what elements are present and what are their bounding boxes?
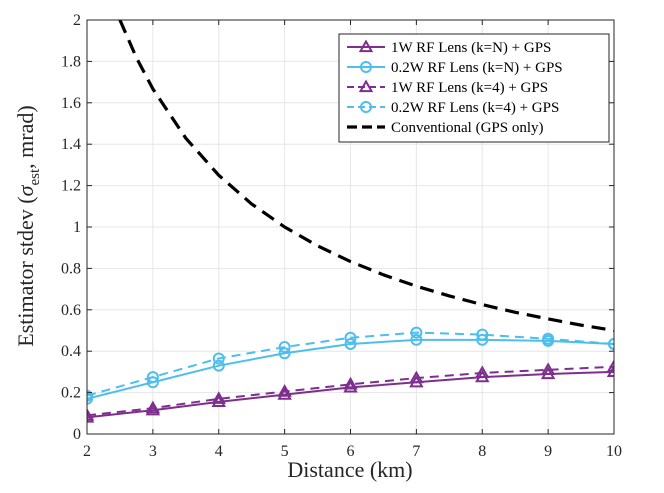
y-tick-label: 0.6 [61, 302, 81, 319]
legend-label-4: 0.2W RF Lens (k=4) + GPS [391, 100, 559, 116]
y-tick-label: 0 [73, 426, 81, 443]
legend-marker-3 [358, 79, 374, 93]
series-5-line [118, 20, 614, 333]
series-4 [87, 326, 614, 402]
legend-label-5: Conventional (GPS only) [391, 120, 544, 136]
series-1-point [145, 402, 161, 416]
y-axis-label-sigma: σ [13, 184, 38, 196]
y-axis-label-subscript: est [27, 168, 43, 185]
y-axis-label-prefix: Estimator stdev ( [13, 196, 38, 346]
series-4-point [212, 352, 225, 365]
series-2-point [410, 333, 423, 346]
series-2-point [278, 347, 291, 360]
x-axis-label: Distance (km) [287, 457, 412, 482]
legend-label-1: 1W RF Lens (k=N) + GPS [391, 40, 551, 56]
series-4-point [87, 389, 93, 402]
x-tick-label: 7 [412, 443, 420, 460]
series-4-point [146, 371, 159, 384]
x-tick-label: 10 [606, 443, 622, 460]
y-tick-label: 0.2 [61, 385, 81, 402]
series-2-point [344, 337, 357, 350]
y-tick-label: 1.8 [61, 53, 81, 70]
y-axis-ticks: 0 0.2 0.4 0.6 0.8 1 1.2 1.4 1.6 1.8 2 [61, 12, 614, 443]
series-1-point [211, 394, 226, 408]
y-axis-label: Estimator stdev (σest, mrad) [13, 105, 43, 346]
x-axis-ticks: 2 3 4 5 6 7 8 9 10 [83, 20, 622, 460]
y-tick-label: 1.4 [61, 136, 81, 153]
x-tick-label: 2 [83, 443, 91, 460]
x-tick-label: 6 [347, 443, 355, 460]
series-2-point [476, 333, 489, 346]
y-tick-label: 0.4 [61, 343, 81, 360]
series-3-point [540, 362, 556, 375]
y-tick-label: 0.8 [61, 260, 81, 277]
series-4-point [476, 328, 489, 341]
series-2-point [212, 359, 225, 372]
series-3-point [475, 365, 490, 379]
x-tick-label: 9 [544, 443, 552, 460]
y-tick-label: 2 [73, 12, 81, 29]
series-4-line [87, 331, 614, 397]
series-1-point [343, 379, 358, 393]
legend-marker-1 [358, 39, 374, 53]
series-4-point [542, 332, 555, 345]
x-tick-label: 4 [215, 443, 223, 460]
y-axis-label-suffix: , mrad) [13, 105, 38, 169]
series-1-point [87, 409, 95, 423]
series-3-point [87, 407, 95, 421]
series-3-line [87, 365, 614, 417]
legend-label-3: 1W RF Lens (k=4) + GPS [391, 80, 548, 96]
y-tick-label: 1 [73, 219, 81, 236]
series-1-line [87, 370, 614, 419]
series-1-point [277, 387, 292, 400]
series-5 [118, 20, 614, 333]
x-tick-label: 3 [149, 443, 157, 460]
legend-marker-4 [360, 101, 372, 113]
y-tick-label: 1.2 [61, 178, 81, 195]
series-4-point [608, 337, 614, 350]
series-3 [87, 359, 614, 421]
legend: 1W RF Lens (k=N) + GPS 0.2W RF Lens (k=N)… [338, 33, 610, 143]
x-tick-label: 5 [281, 443, 289, 460]
series-4-point [410, 326, 423, 339]
series-2-line [87, 338, 614, 400]
y-tick-label: 1.6 [61, 95, 81, 112]
series-3-point [343, 376, 358, 390]
x-tick-label: 8 [478, 443, 486, 460]
legend-label-2: 0.2W RF Lens (k=N) + GPS [391, 60, 563, 76]
plot-series [87, 20, 614, 423]
series-3-point [277, 384, 292, 397]
series-4-point [278, 341, 291, 354]
series-3-point [145, 400, 161, 414]
series-3-point [409, 370, 424, 384]
series-3-point [211, 391, 226, 404]
series-4-point [344, 331, 357, 344]
legend-marker-2 [360, 61, 372, 73]
series-3-point [606, 359, 614, 372]
